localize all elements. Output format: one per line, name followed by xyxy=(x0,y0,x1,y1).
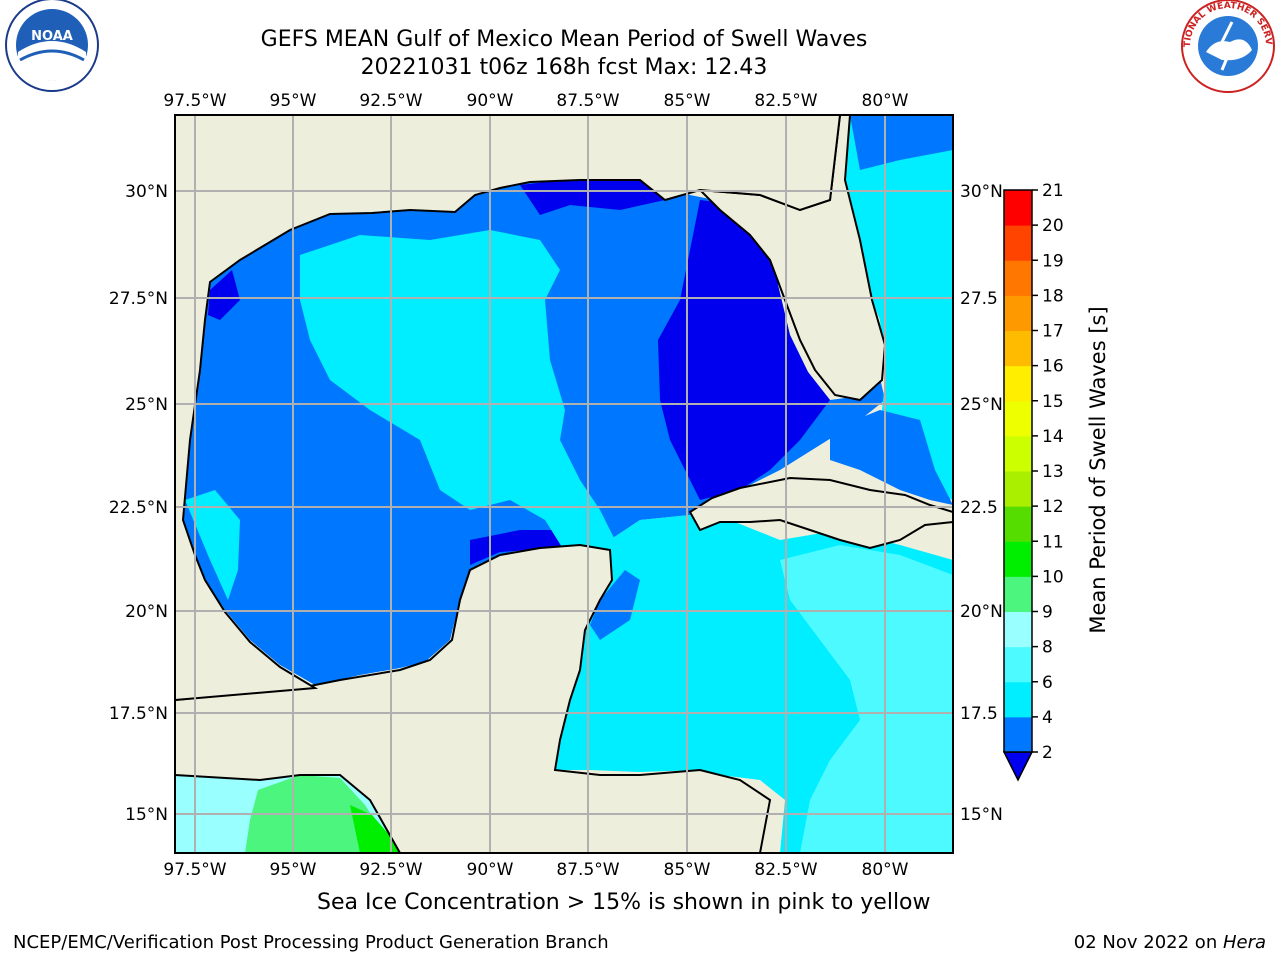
lat-label-left: 30°N xyxy=(125,182,168,202)
colorbar-tick-label: 18 xyxy=(1042,286,1064,306)
colorbar-segment xyxy=(1004,541,1032,577)
lat-label-right: 20°N xyxy=(960,602,1003,622)
colorbar-tick-label: 14 xyxy=(1042,427,1064,447)
swell-region-2-4s-yucatan xyxy=(590,570,640,640)
colorbar-segment xyxy=(1004,365,1032,402)
colorbar: 2 4 6 8 9 10 11 12 13 14 15 16 17 18 19 20 21 xyxy=(1002,181,1064,782)
lat-label-left: 17.5°N xyxy=(109,704,168,724)
graticule xyxy=(175,115,953,853)
colorbar-segment xyxy=(1004,646,1032,683)
colorbar-tick-label: 2 xyxy=(1042,743,1053,763)
nws-logo-icon: NATIONAL WEATHER SERVICE xyxy=(0,0,1275,93)
lon-label-top: 90°W xyxy=(467,91,514,111)
lon-label-bottom: 92.5°W xyxy=(359,860,422,880)
colorbar-segment xyxy=(1004,716,1032,753)
lon-label-top: 80°W xyxy=(862,91,909,111)
colorbar-segment xyxy=(1004,400,1032,437)
lon-label-top: 92.5°W xyxy=(359,91,422,111)
colorbar-segment xyxy=(1004,471,1032,507)
lon-label-bottom: 95°W xyxy=(270,860,317,880)
colorbar-tick-label: 19 xyxy=(1042,251,1064,271)
land-cuba xyxy=(688,476,953,550)
colorbar-tick-label: 9 xyxy=(1042,603,1053,623)
colorbar-tick-label: 4 xyxy=(1042,708,1053,728)
colorbar-tick-label: 8 xyxy=(1042,638,1053,658)
colorbar-tick-label: 21 xyxy=(1042,181,1064,201)
map-subtitle: 20221031 t06z 168h fcst Max: 12.43 xyxy=(360,55,768,80)
sea-ice-note: Sea Ice Concentration > 15% is shown in … xyxy=(317,890,931,915)
colorbar-segment xyxy=(1004,681,1032,718)
lat-label-right: 30°N xyxy=(960,182,1003,202)
lon-label-bottom: 97.5°W xyxy=(163,860,226,880)
colorbar-extend-triangle xyxy=(1002,751,1034,782)
colorbar-segment xyxy=(1004,576,1032,612)
lon-label-bottom: 87.5°W xyxy=(556,860,619,880)
colorbar-tick-label: 16 xyxy=(1042,357,1064,377)
colorbar-segment xyxy=(1004,611,1032,648)
swell-region-2-4s-straits xyxy=(830,410,953,505)
swell-region-4-6s-west xyxy=(185,490,240,600)
colorbar-segment xyxy=(1004,506,1032,542)
colorbar-tick-label: 13 xyxy=(1042,462,1064,482)
lon-label-top: 97.5°W xyxy=(163,91,226,111)
footer-date: 02 Nov 2022 on Hera xyxy=(1074,932,1266,953)
lat-label-right: 17.5 xyxy=(960,704,998,724)
colorbar-segment xyxy=(1004,295,1032,331)
colorbar-label: Mean Period of Swell Waves [s] xyxy=(1086,306,1110,633)
colorbar-tick-label: 15 xyxy=(1042,392,1064,412)
noaa-logo-text: NOAA xyxy=(31,29,73,44)
map-frame xyxy=(174,114,954,854)
colorbar-tick-label: 20 xyxy=(1042,216,1064,236)
map-title: GEFS MEAN Gulf of Mexico Mean Period of … xyxy=(260,27,868,52)
svg-text:NATIONAL WEATHER SERVICE: NATIONAL WEATHER SERVICE xyxy=(0,0,1273,47)
lat-label-left: 22.5°N xyxy=(109,498,168,518)
colorbar-segment xyxy=(1004,225,1032,261)
swell-region-4-6s-central xyxy=(300,230,615,560)
lat-label-right: 22.5 xyxy=(960,498,998,518)
lat-label-left: 20°N xyxy=(125,602,168,622)
colorbar-segment xyxy=(1004,330,1032,367)
colorbar-tick-label: 10 xyxy=(1042,567,1064,587)
lat-label-right: 15°N xyxy=(960,805,1003,825)
swell-region-below-2s-west xyxy=(208,270,240,320)
colorbar-tick-label: 11 xyxy=(1042,532,1064,552)
lon-label-top: 95°W xyxy=(270,91,317,111)
footer-date-text: 02 Nov 2022 on xyxy=(1073,932,1223,953)
lat-label-left: 25°N xyxy=(125,395,168,415)
nws-logo-text: NATIONAL WEATHER SERVICE xyxy=(0,0,1273,47)
colorbar-segment xyxy=(1004,435,1032,472)
colorbar-tick-label: 6 xyxy=(1042,673,1053,693)
lon-label-bottom: 90°W xyxy=(467,860,514,880)
lon-label-top: 82.5°W xyxy=(754,91,817,111)
lon-label-top: 85°W xyxy=(664,91,711,111)
lat-label-right: 27.5 xyxy=(960,289,998,309)
lon-label-bottom: 80°W xyxy=(862,860,909,880)
colorbar-segment xyxy=(1004,260,1032,296)
footer-host: Hera xyxy=(1222,932,1266,953)
swell-region-6-8s-caribbean xyxy=(780,545,953,853)
colorbar-tick-label: 12 xyxy=(1042,497,1064,517)
lat-label-left: 27.5°N xyxy=(109,289,168,309)
lat-label-left: 15°N xyxy=(125,805,168,825)
colorbar-segment xyxy=(1004,190,1032,226)
swell-region-2-4s-atlantic xyxy=(850,115,953,170)
lon-label-bottom: 85°W xyxy=(664,860,711,880)
lat-label-right: 25°N xyxy=(960,395,1003,415)
lon-label-bottom: 82.5°W xyxy=(754,860,817,880)
noaa-logo-icon: NOAA xyxy=(5,0,99,92)
lon-label-top: 87.5°W xyxy=(556,91,619,111)
colorbar-tick-label: 17 xyxy=(1042,322,1064,342)
swell-region-below-2s-north xyxy=(520,178,665,215)
footer-credit: NCEP/EMC/Verification Post Processing Pr… xyxy=(13,932,609,953)
map-plot xyxy=(175,115,953,853)
